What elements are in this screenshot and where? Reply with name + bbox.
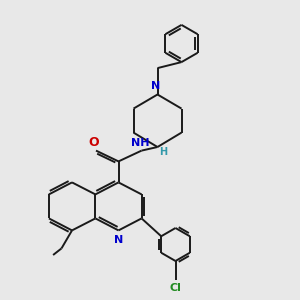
Text: N: N (152, 81, 160, 91)
Text: Cl: Cl (169, 283, 181, 293)
Text: O: O (88, 136, 99, 149)
Text: N: N (115, 235, 124, 245)
Text: H: H (159, 147, 167, 157)
Text: NH: NH (131, 139, 150, 148)
